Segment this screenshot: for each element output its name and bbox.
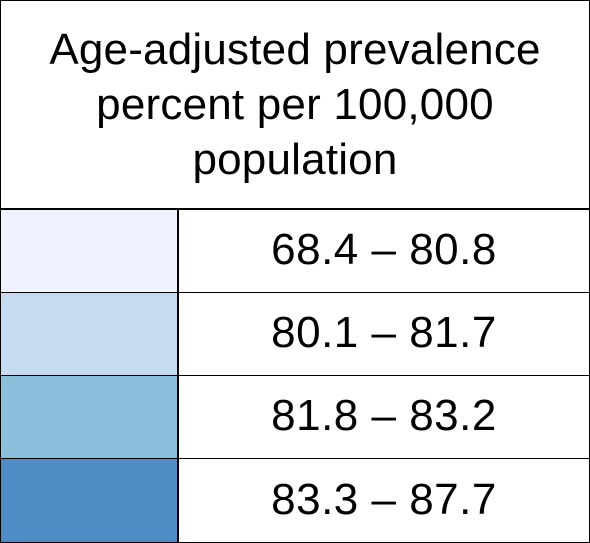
legend-swatch-4 xyxy=(1,459,179,542)
legend-title-text: Age-adjusted prevalence percent per 100,… xyxy=(49,25,541,184)
legend-range-2: 80.1 – 81.7 xyxy=(271,308,497,357)
legend-row-2: 80.1 – 81.7 xyxy=(1,293,589,376)
legend-swatch-2 xyxy=(1,293,179,375)
legend-row-4: 83.3 – 87.7 xyxy=(1,459,589,542)
legend-range-1: 68.4 – 80.8 xyxy=(271,225,497,274)
legend-title: Age-adjusted prevalence percent per 100,… xyxy=(1,1,589,210)
legend-swatch-1 xyxy=(1,210,179,292)
legend-row-3: 81.8 – 83.2 xyxy=(1,376,589,459)
legend-range-4: 83.3 – 87.7 xyxy=(271,474,497,524)
legend-row-1: 68.4 – 80.8 xyxy=(1,210,589,293)
legend-range-3: 81.8 – 83.2 xyxy=(271,391,497,440)
legend-swatch-3 xyxy=(1,376,179,458)
